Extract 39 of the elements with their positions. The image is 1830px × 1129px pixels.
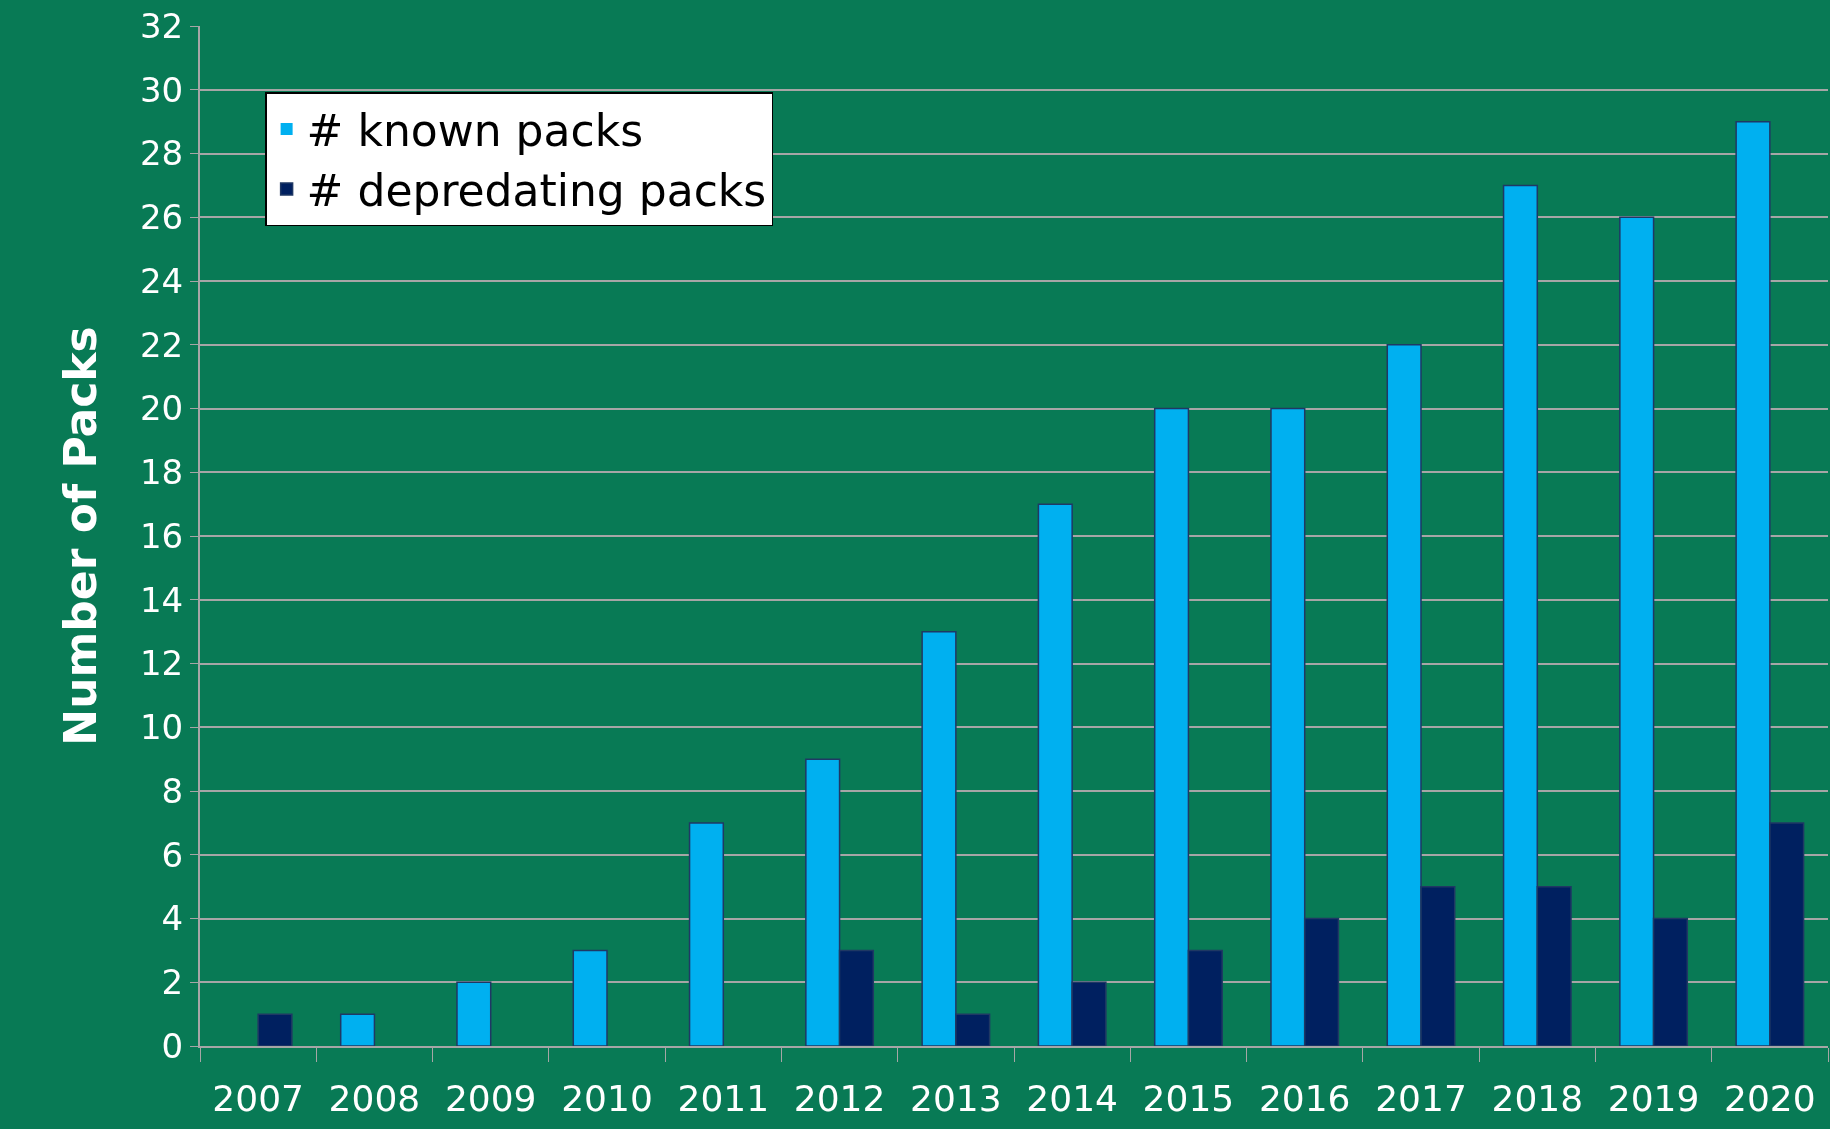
y-tick-label: 18 [139, 452, 184, 493]
y-tick-label: 32 [139, 5, 184, 46]
y-tick-label: 16 [139, 515, 184, 556]
x-tick-label: 2016 [1258, 1078, 1351, 1120]
y-tick-label: 24 [139, 260, 184, 301]
x-tick-label: 2008 [328, 1078, 421, 1120]
x-tick-label: 2014 [1026, 1078, 1118, 1120]
x-tick-label: 2018 [1491, 1078, 1584, 1120]
y-tick-label: 22 [139, 324, 184, 365]
bar [688, 822, 725, 1046]
legend-label: # known packs [306, 105, 644, 157]
legend-label: # depredating packs [306, 165, 767, 217]
y-tick-label: 28 [139, 133, 184, 174]
bar [339, 1013, 376, 1046]
x-tick-label: 2013 [910, 1078, 1002, 1120]
y-tick-label: 0 [161, 1025, 184, 1066]
bar [456, 981, 492, 1046]
y-tick-label: 20 [139, 388, 184, 429]
y-tick-label: 6 [161, 834, 184, 875]
x-tick-label: 2012 [793, 1078, 886, 1120]
y-tick-label: 10 [139, 707, 184, 748]
y-tick-label: 8 [161, 770, 184, 811]
bar [572, 949, 608, 1046]
y-tick-label: 12 [139, 643, 184, 684]
x-tick-label: 2011 [677, 1078, 770, 1120]
y-tick-label: 2 [161, 962, 184, 1003]
y-axis-title: Number of Packs [54, 326, 106, 746]
x-tick-label: 2015 [1142, 1078, 1235, 1120]
y-tick-label: 30 [139, 69, 184, 110]
x-tick-label: 2007 [212, 1078, 304, 1120]
x-tick-label: 2010 [561, 1078, 653, 1120]
bar [257, 1013, 293, 1046]
y-tick-label: 26 [139, 197, 184, 238]
y-tick-label: 14 [139, 579, 184, 620]
y-tick-label: 4 [161, 898, 184, 939]
x-tick-label: 2020 [1724, 1078, 1816, 1120]
x-tick-label: 2017 [1375, 1078, 1467, 1120]
x-tick-label: 2009 [444, 1078, 537, 1120]
x-tick-label: 2019 [1607, 1078, 1700, 1120]
